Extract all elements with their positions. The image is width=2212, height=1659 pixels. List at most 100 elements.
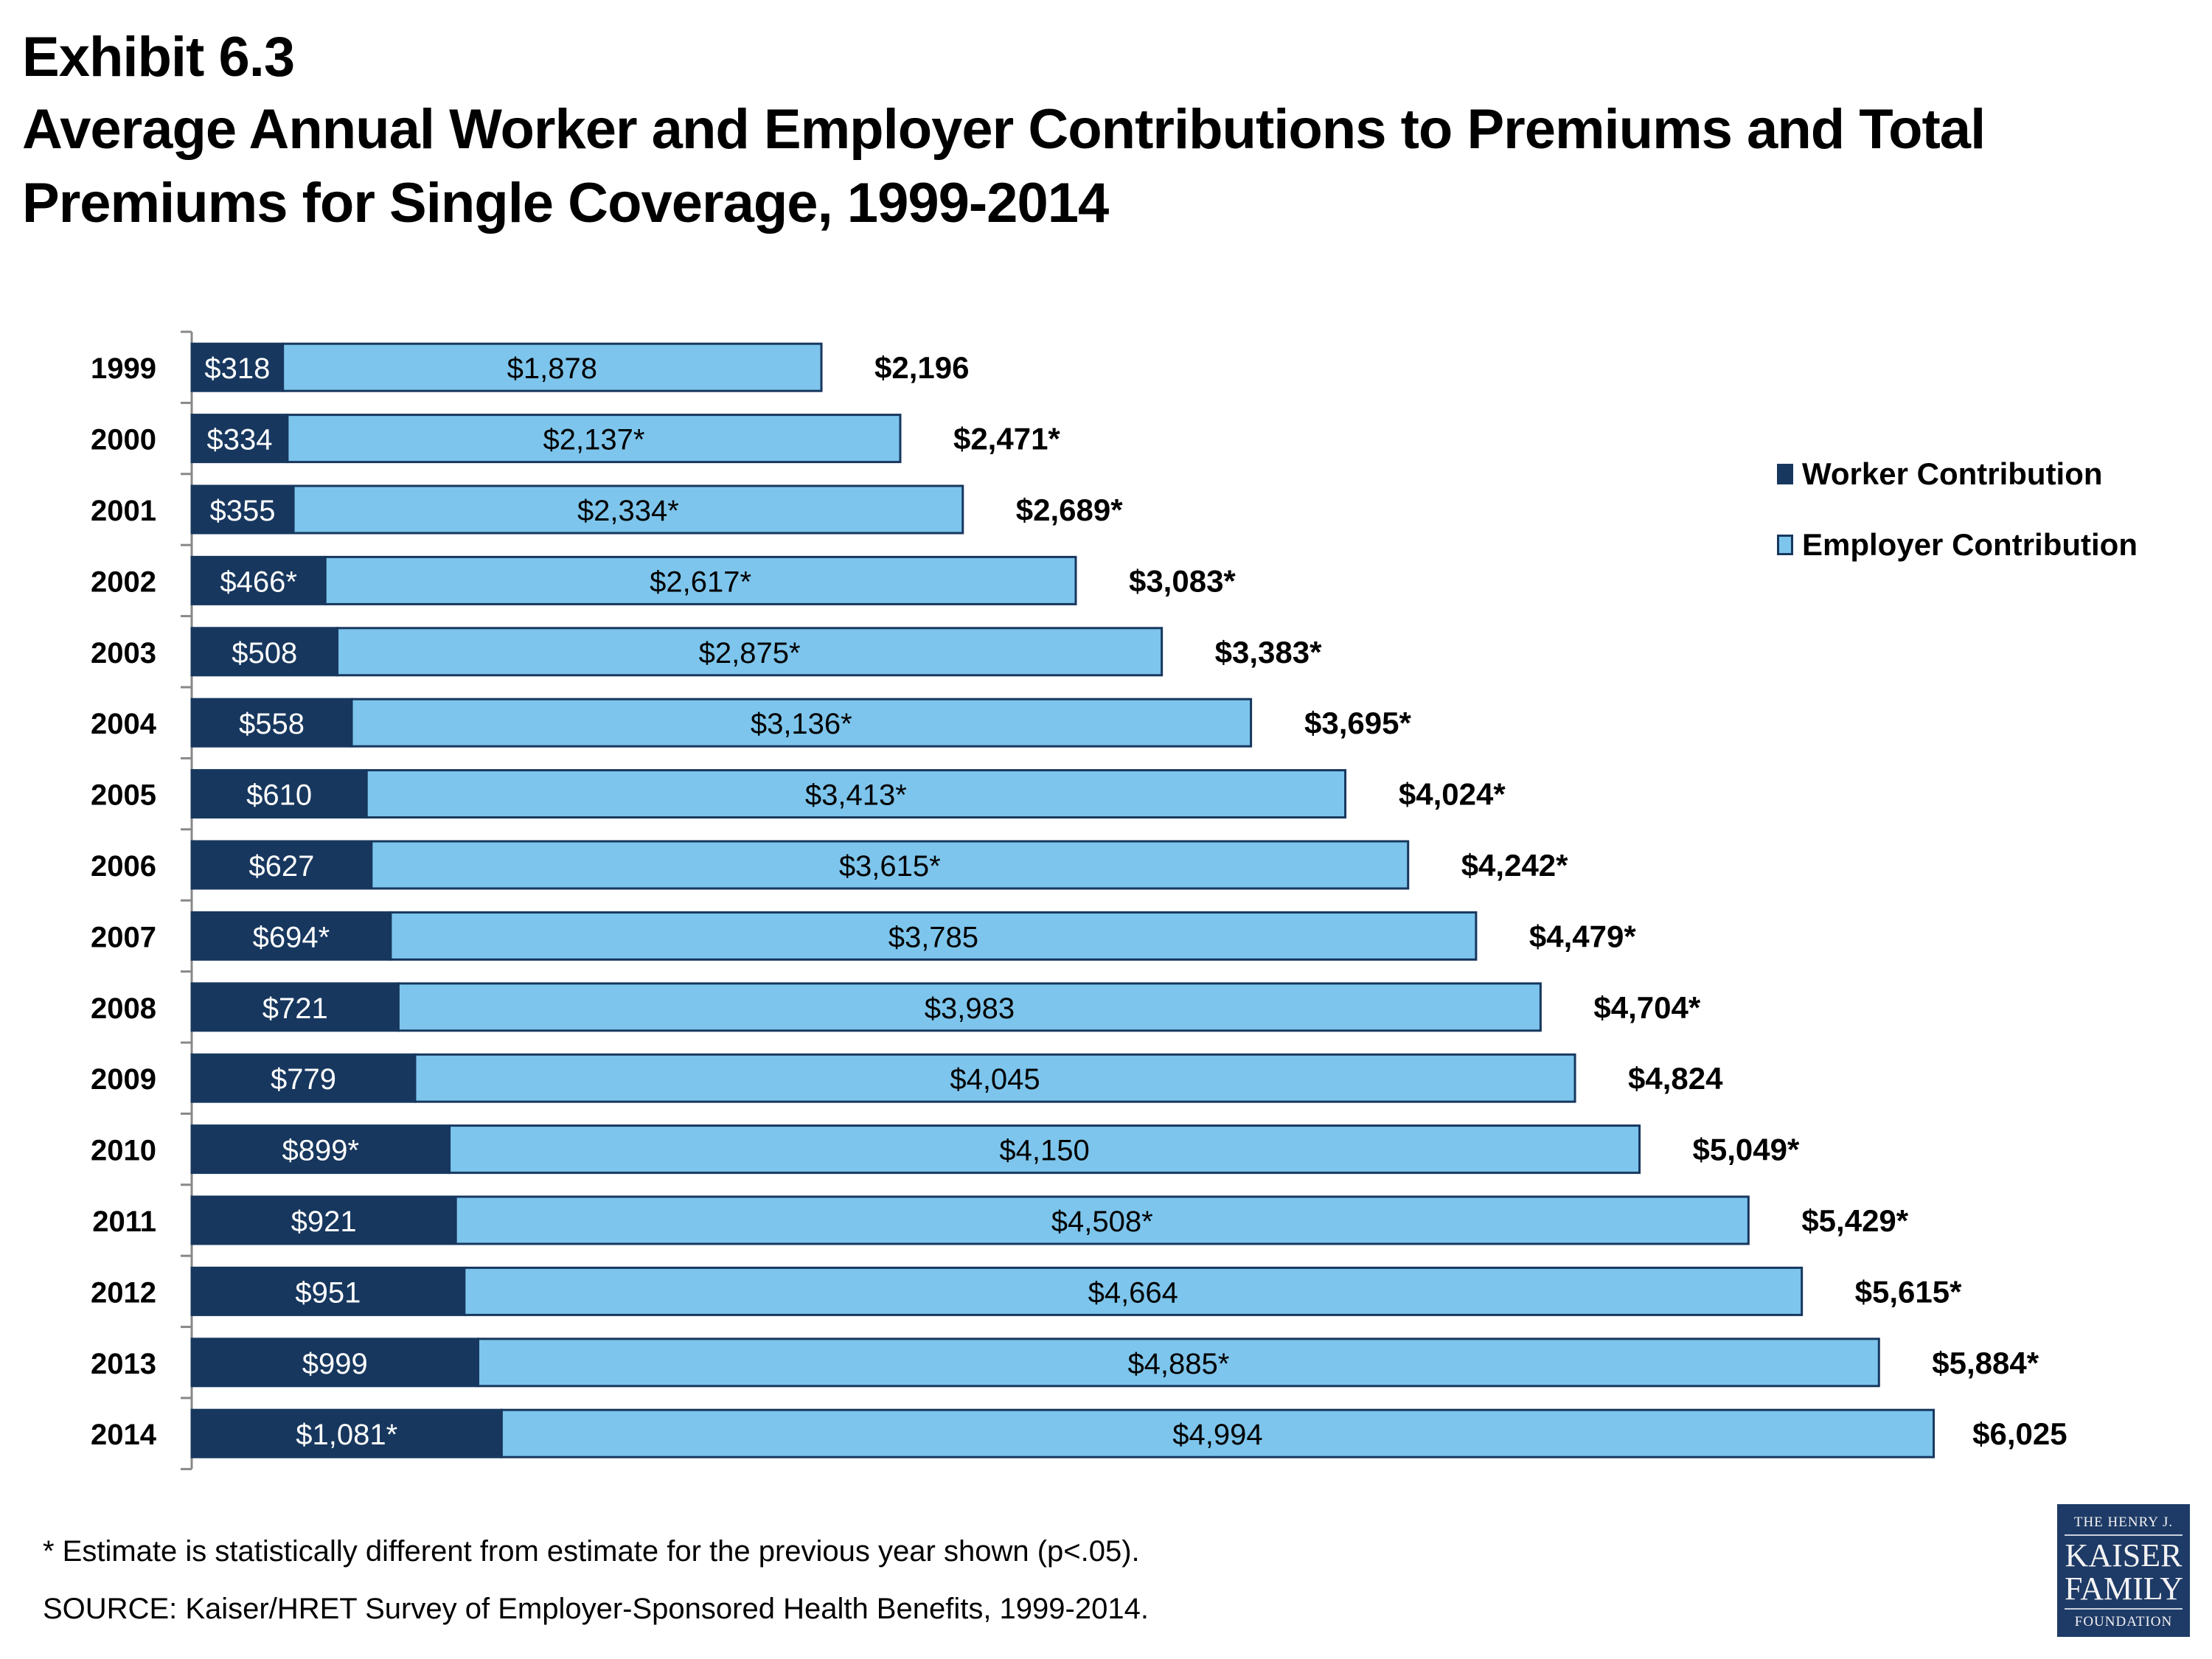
worker-value-label: $899*: [282, 1135, 360, 1167]
worker-value-label: $779: [271, 1063, 336, 1096]
category-label: 2014: [91, 1419, 157, 1451]
employer-value-label: $4,994: [1172, 1419, 1262, 1451]
total-value-label: $4,024*: [1399, 777, 1506, 812]
employer-bar: [292, 484, 964, 535]
employer-value-label: $4,508*: [1051, 1206, 1153, 1238]
category-label: 2012: [91, 1276, 156, 1309]
total-value-label: $6,025: [1972, 1416, 2067, 1451]
logo-line-4: FOUNDATION: [2074, 1614, 2173, 1630]
total-value-label: $5,049*: [1693, 1133, 1800, 1167]
category-label: 2008: [91, 992, 156, 1025]
legend-item-employer: Employer Contribution: [1777, 509, 2138, 580]
employer-bar: [454, 1195, 1750, 1245]
employer-bar: [365, 769, 1347, 819]
category-label: 2002: [91, 566, 156, 598]
employer-value-label: $3,983: [925, 992, 1015, 1025]
worker-value-label: $1,081*: [296, 1419, 397, 1451]
logo-line-2: KAISER: [2065, 1537, 2183, 1573]
legend-item-worker: Worker Contribution: [1777, 439, 2138, 509]
worker-bar: [190, 555, 327, 605]
employer-bar: [336, 627, 1164, 677]
worker-bar: [190, 911, 392, 961]
worker-bar: [190, 1124, 451, 1175]
category-label: 2004: [91, 708, 157, 740]
kff-logo: THE HENRY J. KAISER FAMILY FOUNDATION: [2057, 1504, 2190, 1637]
employer-bar: [477, 1338, 1880, 1388]
worker-bar: [190, 1053, 417, 1103]
employer-value-label: $2,617*: [650, 566, 751, 598]
worker-bar: [190, 1338, 480, 1388]
legend: Worker Contribution Employer Contributio…: [1777, 439, 2138, 580]
legend-label-employer: Employer Contribution: [1802, 527, 2138, 562]
employer-bar: [324, 555, 1077, 605]
legend-swatch-worker: [1777, 464, 1793, 484]
significance-footnote: * Estimate is statistically different fr…: [43, 1535, 1140, 1568]
legend-swatch-employer: [1777, 535, 1793, 555]
category-label: 2007: [91, 921, 156, 953]
total-value-label: $2,471*: [953, 422, 1060, 456]
y-axis: [181, 330, 193, 1470]
category-label: 2013: [91, 1348, 156, 1380]
total-value-label: $4,824: [1628, 1061, 1723, 1096]
total-value-label: $2,196: [874, 350, 969, 385]
worker-value-label: $558: [239, 708, 305, 740]
worker-value-label: $355: [210, 495, 276, 527]
category-label: 2006: [91, 850, 156, 883]
exhibit-number: Exhibit 6.3: [22, 26, 295, 88]
worker-value-label: $334: [206, 424, 272, 456]
employer-value-label: $3,136*: [751, 708, 852, 740]
worker-value-label: $951: [295, 1276, 361, 1309]
chart-title: Average Annual Worker and Employer Contr…: [22, 98, 1986, 234]
employer-bar: [463, 1266, 1804, 1316]
logo-line-1: THE HENRY J.: [2065, 1514, 2183, 1536]
worker-value-label: $999: [302, 1348, 368, 1380]
employer-bar: [414, 1053, 1576, 1103]
worker-bar: [190, 840, 373, 890]
total-value-label: $3,695*: [1304, 706, 1411, 740]
employer-bar: [286, 414, 902, 464]
total-value-label: $5,429*: [1801, 1203, 1908, 1238]
worker-bar: [190, 1408, 503, 1458]
category-label: 2003: [91, 637, 156, 669]
title-block: Exhibit 6.3 Average Annual Worker and Em…: [22, 22, 2160, 240]
worker-value-label: $508: [232, 637, 297, 669]
employer-value-label: $4,664: [1088, 1276, 1178, 1309]
total-value-label: $5,884*: [1932, 1346, 2039, 1380]
employer-bar: [448, 1124, 1641, 1175]
worker-bar: [190, 627, 339, 677]
worker-bar: [190, 698, 353, 748]
legend-label-worker: Worker Contribution: [1802, 456, 2103, 491]
worker-value-label: $921: [291, 1206, 357, 1238]
employer-bar: [500, 1408, 1935, 1458]
bars: [190, 342, 1935, 1458]
total-value-label: $4,479*: [1529, 919, 1636, 953]
category-label: 2011: [92, 1206, 156, 1238]
category-label: 2000: [91, 424, 156, 456]
worker-value-label: $694*: [253, 921, 330, 953]
logo-line-3: FAMILY: [2065, 1573, 2183, 1610]
employer-value-label: $4,885*: [1127, 1348, 1229, 1380]
category-label: 1999: [91, 352, 156, 385]
employer-bar: [282, 342, 823, 392]
category-label: 2005: [91, 779, 156, 812]
category-label: 2001: [91, 495, 156, 527]
employer-value-label: $2,334*: [577, 495, 679, 527]
worker-bar: [190, 414, 289, 464]
category-label: 2009: [91, 1063, 156, 1096]
worker-value-label: $721: [262, 992, 328, 1025]
employer-value-label: $2,137*: [543, 424, 644, 456]
employer-value-label: $3,413*: [805, 779, 907, 812]
employer-bar: [397, 982, 1542, 1032]
employer-value-label: $3,615*: [839, 850, 941, 883]
total-value-label: $5,615*: [1855, 1274, 1962, 1309]
data-labels: 1999 $318 $1,878 $2,196 2000 $334 $2,137* $2,47…: [91, 350, 2067, 1451]
worker-bar: [190, 1266, 466, 1316]
total-value-label: $2,689*: [1016, 493, 1123, 527]
employer-value-label: $2,875*: [699, 637, 801, 669]
worker-value-label: $627: [248, 850, 314, 883]
worker-bar: [190, 484, 295, 535]
employer-bar: [370, 840, 1410, 890]
worker-value-label: $318: [204, 352, 270, 385]
total-value-label: $4,242*: [1461, 848, 1568, 883]
employer-value-label: $4,150: [999, 1135, 1089, 1167]
